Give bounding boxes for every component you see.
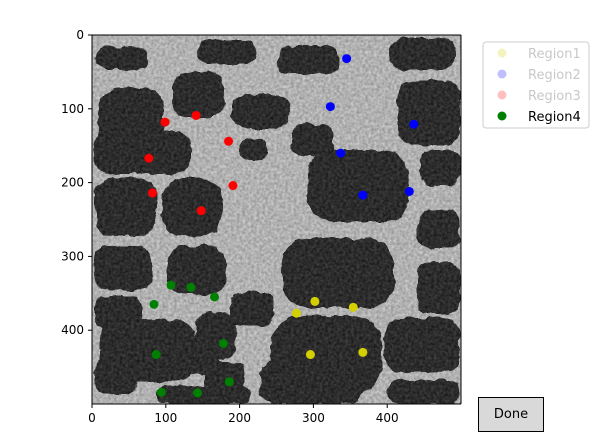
point-region2-4 xyxy=(336,148,346,158)
y-tick-label: 300 xyxy=(61,249,84,263)
x-tick-label: 400 xyxy=(376,411,399,425)
point-region4-6 xyxy=(151,350,161,360)
y-tick-label: 0 xyxy=(76,28,84,42)
x-tick-label: 0 xyxy=(88,411,96,425)
point-region2-5 xyxy=(358,190,368,200)
point-region3-2 xyxy=(191,110,201,120)
y-axis-ticks: 0 100 200 300 400 xyxy=(61,28,92,337)
y-tick-label: 400 xyxy=(61,323,84,337)
y-tick-label: 200 xyxy=(61,176,84,190)
point-region4-3 xyxy=(210,292,220,302)
y-tick-label: 100 xyxy=(61,102,84,116)
point-region4-5 xyxy=(218,338,228,348)
axes xyxy=(91,34,462,405)
point-region1-3 xyxy=(348,302,358,312)
point-region1-2 xyxy=(310,296,320,306)
legend-marker-region2[interactable] xyxy=(497,69,507,79)
point-region2-1 xyxy=(342,54,352,64)
legend[interactable]: Region1 Region2 Region3 Region4 xyxy=(482,41,590,129)
x-axis-ticks: 0 100 200 300 400 xyxy=(88,404,399,425)
point-region4-1 xyxy=(166,280,176,290)
legend-label-region4[interactable]: Region4 xyxy=(528,110,581,125)
legend-label-region3[interactable]: Region3 xyxy=(528,89,581,104)
point-region4-9 xyxy=(193,388,203,398)
x-tick-label: 100 xyxy=(154,411,177,425)
point-region4-8 xyxy=(156,387,166,397)
point-region1-5 xyxy=(358,347,368,357)
point-region3-6 xyxy=(228,181,238,191)
point-region4-2 xyxy=(186,282,196,292)
point-region1-4 xyxy=(305,350,315,360)
legend-marker-region1[interactable] xyxy=(497,48,507,58)
point-region3-5 xyxy=(148,188,158,198)
x-tick-label: 300 xyxy=(302,411,325,425)
point-region4-4 xyxy=(149,299,159,309)
point-region2-6 xyxy=(404,186,414,196)
legend-marker-region4[interactable] xyxy=(497,111,507,121)
point-region3-7 xyxy=(196,206,206,216)
microscopy-image xyxy=(92,35,461,404)
point-region4-7 xyxy=(224,377,234,387)
point-region2-2 xyxy=(325,102,335,112)
done-button[interactable]: Done xyxy=(478,397,544,432)
point-region3-1 xyxy=(160,117,170,127)
legend-marker-region3[interactable] xyxy=(497,90,507,100)
legend-label-region1[interactable]: Region1 xyxy=(528,47,581,62)
x-tick-label: 200 xyxy=(228,411,251,425)
point-region3-4 xyxy=(144,153,154,163)
legend-label-region2[interactable]: Region2 xyxy=(528,68,581,83)
point-region2-3 xyxy=(409,119,419,129)
data-points xyxy=(144,54,419,398)
point-region1-1 xyxy=(291,308,301,318)
point-region3-3 xyxy=(224,136,234,146)
